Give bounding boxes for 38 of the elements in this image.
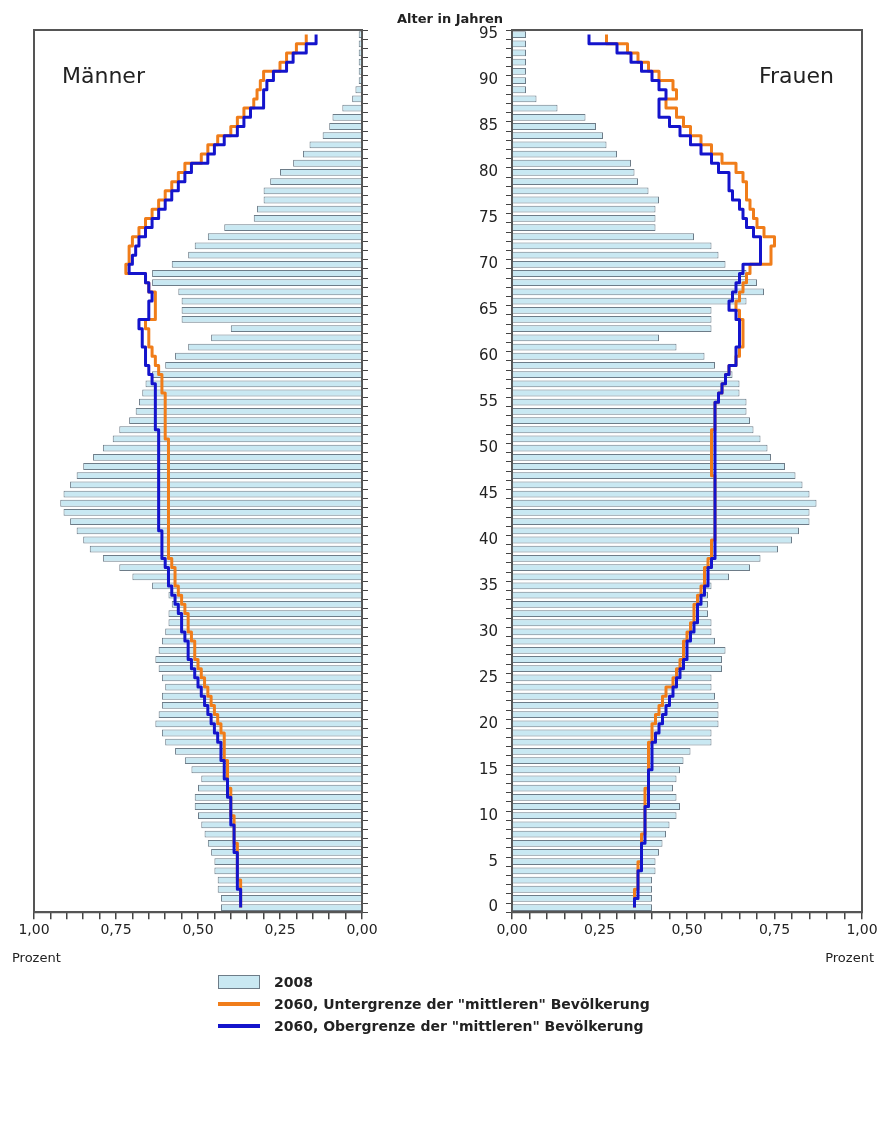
y-tick-label: 55 bbox=[478, 392, 498, 411]
x-tick-label: 0,00 bbox=[496, 921, 528, 938]
x-tick-label: 1,00 bbox=[846, 921, 878, 938]
x-tick-label: 0,75 bbox=[100, 921, 132, 938]
y-tick-label: 90 bbox=[478, 70, 498, 89]
y-tick-label: 10 bbox=[478, 805, 498, 824]
y-tick-label: 0 bbox=[488, 897, 498, 916]
y-tick-label: 50 bbox=[478, 438, 498, 457]
x-tick-label: 0,50 bbox=[671, 921, 703, 938]
legend-label: 2060, Obergrenze der "mittleren" Bevölkerung bbox=[274, 1018, 644, 1034]
y-tick-label: 70 bbox=[478, 254, 498, 273]
y-tick-label: 30 bbox=[478, 621, 498, 640]
x-tick-label: 0,50 bbox=[182, 921, 214, 938]
y-tick-label: 75 bbox=[478, 208, 498, 227]
text: Männer bbox=[62, 62, 146, 88]
x-tick-label: 0,25 bbox=[583, 921, 616, 938]
x-tick-label: 0,25 bbox=[264, 921, 296, 938]
y-tick-label: 35 bbox=[478, 575, 498, 594]
y-tick-label: 65 bbox=[478, 300, 498, 319]
y-tick-label: 5 bbox=[488, 851, 498, 870]
y-tick-label: 45 bbox=[478, 483, 498, 502]
y-tick-label: 80 bbox=[478, 162, 498, 181]
y-tick-label: 25 bbox=[478, 667, 498, 686]
y-tick-label: 15 bbox=[478, 759, 498, 778]
text: Frauen bbox=[758, 62, 834, 88]
x-tick-label: 1,00 bbox=[18, 921, 50, 938]
x-tick-label: 0,00 bbox=[346, 921, 378, 938]
x-axis-title: Prozent bbox=[12, 950, 61, 966]
y-tick-label: 85 bbox=[478, 116, 498, 135]
y-axis-title: Alter in Jahren bbox=[396, 10, 504, 26]
y-tick-label: 20 bbox=[478, 713, 498, 732]
legend-label: 2008 bbox=[274, 974, 313, 990]
x-axis-title: Prozent bbox=[825, 950, 874, 966]
x-tick-label: 0,75 bbox=[758, 921, 791, 938]
legend-label: 2060, Untergrenze der "mittleren" Bevölkerung bbox=[274, 996, 650, 1012]
y-tick-label: 60 bbox=[478, 346, 498, 365]
y-tick-label: 40 bbox=[478, 529, 498, 548]
y-tick-label: 95 bbox=[478, 24, 498, 43]
